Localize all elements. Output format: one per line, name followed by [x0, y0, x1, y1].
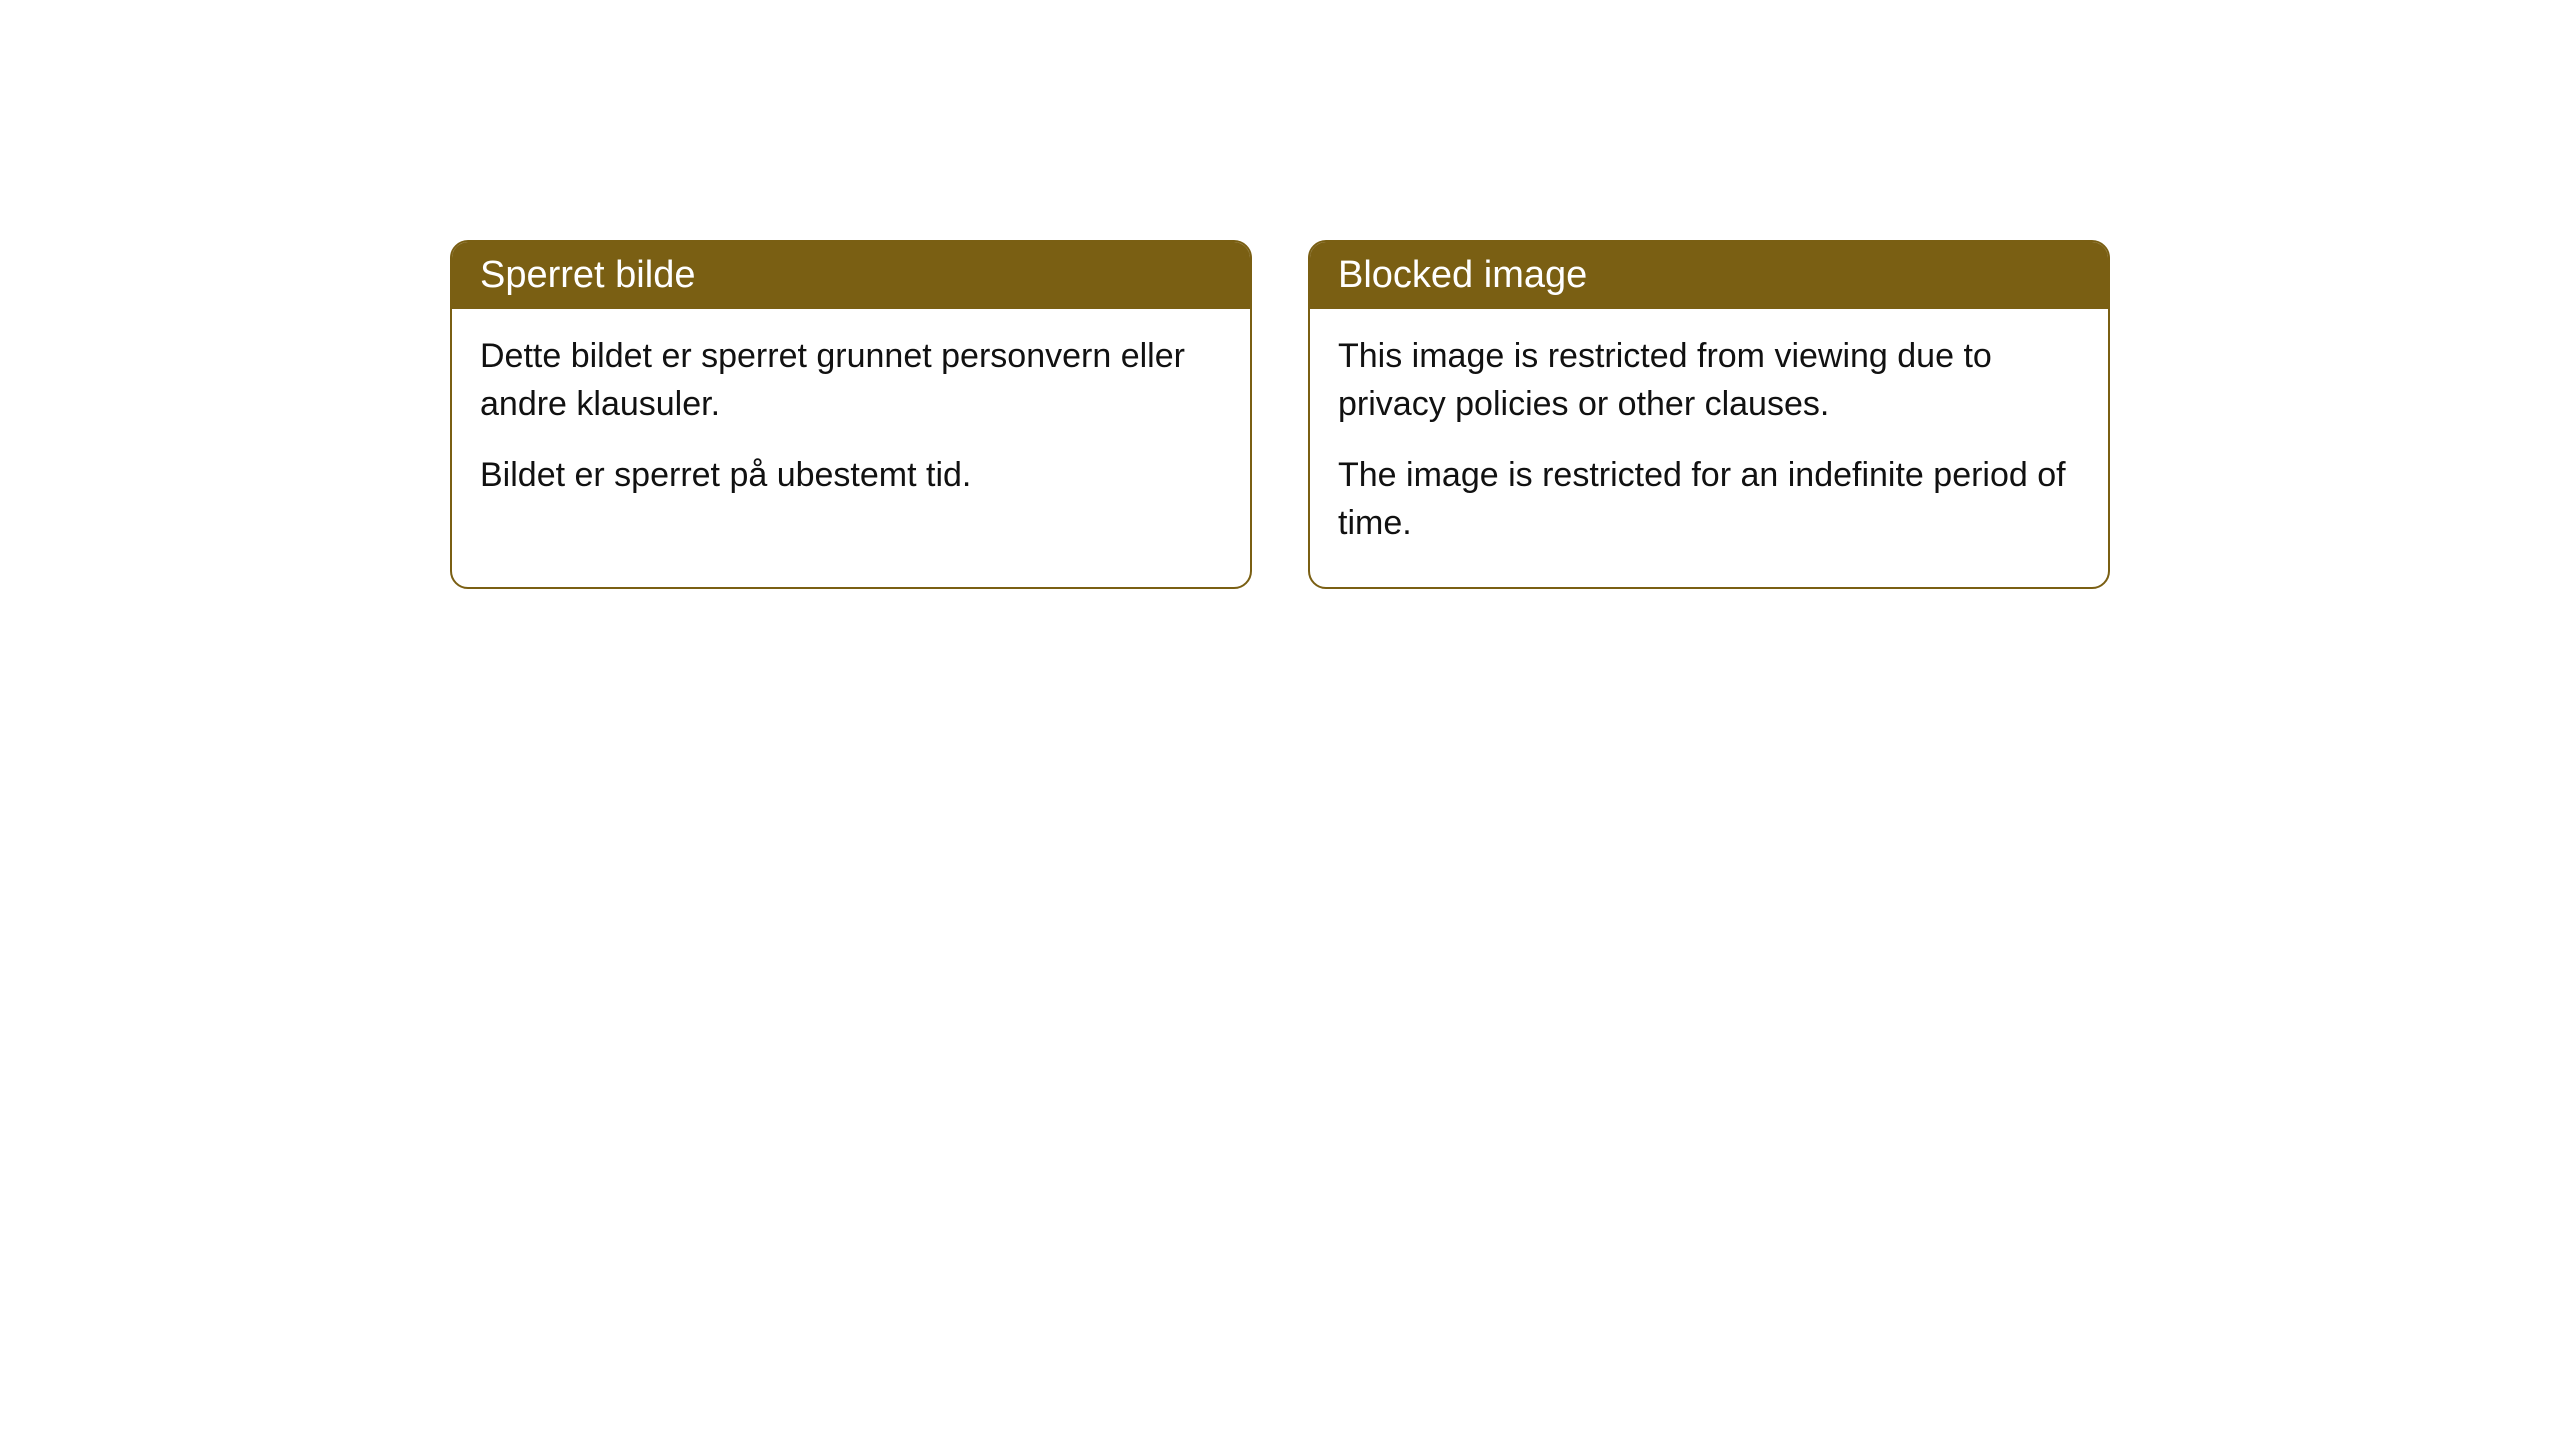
card-paragraph: The image is restricted for an indefinit…: [1338, 452, 2080, 547]
card-title: Blocked image: [1338, 254, 1587, 296]
card-paragraph: Dette bildet er sperret grunnet personve…: [480, 333, 1222, 428]
notice-cards-container: Sperret bilde Dette bildet er sperret gr…: [450, 240, 2110, 589]
card-body: This image is restricted from viewing du…: [1310, 309, 2108, 587]
card-paragraph: Bildet er sperret på ubestemt tid.: [480, 452, 1222, 500]
blocked-image-card-norwegian: Sperret bilde Dette bildet er sperret gr…: [450, 240, 1252, 589]
card-paragraph: This image is restricted from viewing du…: [1338, 333, 2080, 428]
card-title: Sperret bilde: [480, 254, 695, 296]
blocked-image-card-english: Blocked image This image is restricted f…: [1308, 240, 2110, 589]
card-header: Blocked image: [1310, 242, 2108, 309]
card-header: Sperret bilde: [452, 242, 1250, 309]
card-body: Dette bildet er sperret grunnet personve…: [452, 309, 1250, 540]
